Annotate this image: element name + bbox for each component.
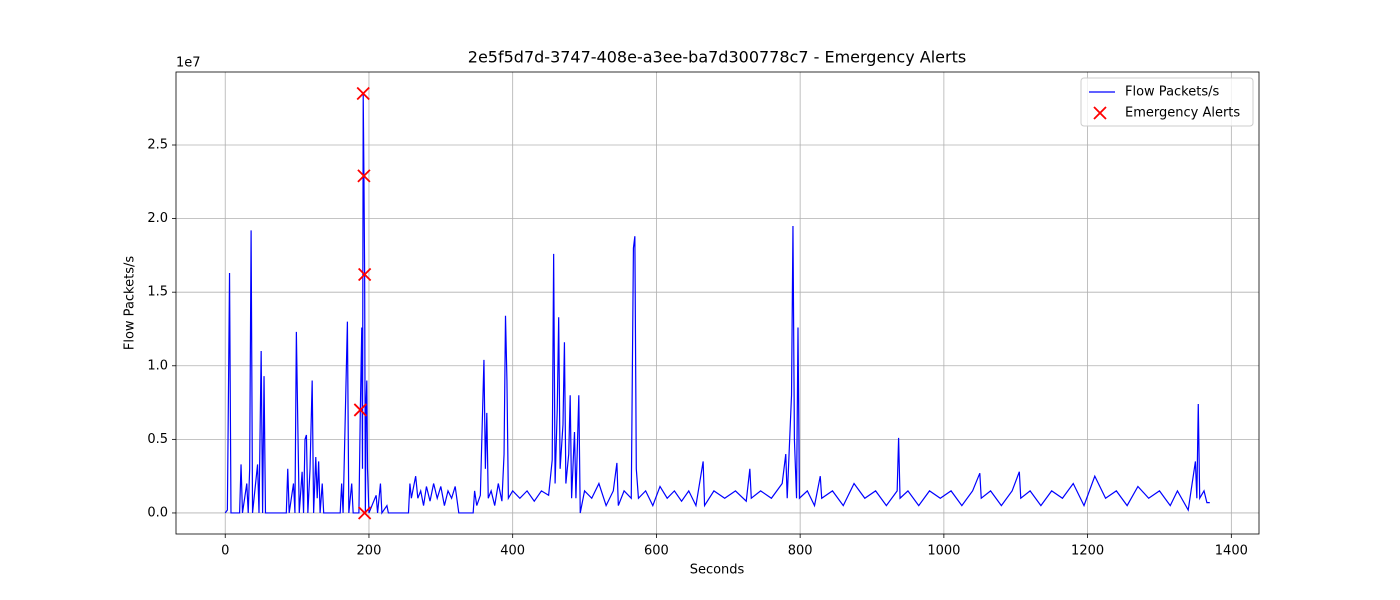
plot-frame [175,71,1260,535]
x-tick-label: 1400 [1215,544,1248,559]
x-axis-label: Seconds [690,563,745,578]
y-tick-label: 1.0 [147,358,168,373]
x-tick-label: 1000 [927,544,960,559]
alert-marker [356,86,370,101]
legend-label: Flow Packets/s [1125,85,1219,100]
legend-label: Emergency Alerts [1125,106,1240,121]
y-tick-label: 0.5 [147,432,168,447]
alert-marker [353,403,367,417]
x-tick-label: 1200 [1071,544,1104,559]
y-tick-label: 0.0 [147,505,168,520]
y-tick-label: 2.0 [147,211,168,226]
alert-marker [357,169,371,183]
y-tick-label: 1.5 [147,285,168,300]
x-tick-label: 800 [788,544,813,559]
alert-marker [358,267,372,282]
alert-marker [358,506,372,520]
x-tick-label: 0 [221,544,229,559]
x-tick-label: 600 [644,544,669,559]
legend-box [1080,77,1254,127]
x-tick-label: 400 [500,544,525,559]
y-offset-label: 1e7 [176,56,201,71]
y-tick-label: 2.5 [147,138,168,153]
x-tick-label: 200 [357,544,382,559]
chart-title: 2e5f5d7d-3747-408e-a3ee-ba7d300778c7 - E… [468,48,966,67]
line-series [224,93,1210,515]
legend-marker [1093,106,1107,120]
y-axis-label: Flow Packets/s [123,256,138,350]
